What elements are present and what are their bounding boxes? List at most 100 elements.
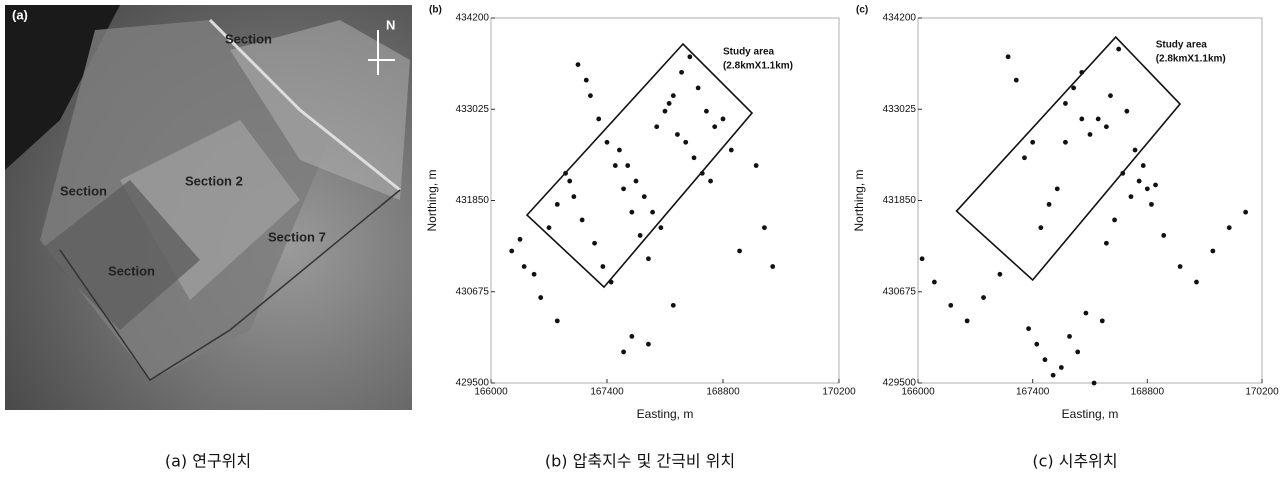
point [563, 171, 568, 176]
point [584, 78, 589, 83]
point [1129, 194, 1134, 199]
plot-frame [918, 18, 1262, 383]
panel-label: (b) [429, 5, 442, 16]
point [1038, 225, 1043, 230]
point [1079, 117, 1084, 122]
point [621, 350, 626, 355]
point [555, 202, 560, 207]
point [1079, 70, 1084, 75]
point [571, 194, 576, 199]
point [687, 54, 692, 59]
point [1088, 132, 1093, 137]
point [1145, 186, 1150, 191]
y-tick-label: 431850 [883, 195, 917, 206]
study-area-size: (2.8kmX1.1km) [1156, 54, 1226, 65]
point [700, 171, 705, 176]
point [580, 218, 585, 223]
point [679, 70, 684, 75]
point [634, 179, 639, 184]
point [1104, 124, 1109, 129]
point [1120, 171, 1125, 176]
point [1047, 202, 1052, 207]
point [1104, 241, 1109, 246]
caption: (b) 압축지수 및 간극비 위치 [545, 452, 735, 471]
point [721, 117, 726, 122]
point [675, 132, 680, 137]
point [1108, 93, 1113, 98]
north-arrow-label: N [386, 17, 395, 32]
point [617, 148, 622, 153]
x-tick-label: 168800 [1131, 387, 1165, 398]
point [770, 264, 775, 269]
point [646, 256, 651, 261]
point [1137, 179, 1142, 184]
point [629, 334, 634, 339]
y-axis-label: Northing, m [852, 169, 866, 231]
point [609, 280, 614, 285]
point [667, 101, 672, 106]
point [948, 303, 953, 308]
point [592, 241, 597, 246]
point [613, 163, 618, 168]
point [762, 225, 767, 230]
point [1243, 210, 1248, 215]
x-tick-label: 167400 [590, 387, 624, 398]
point [1161, 233, 1166, 238]
point [532, 272, 537, 277]
point [588, 93, 593, 98]
satellite-image: (a) Section 2 Section 7 Section Section … [5, 5, 412, 410]
point [1084, 311, 1089, 316]
point [696, 85, 701, 90]
point [1092, 381, 1097, 386]
x-axis-label: Easting, m [637, 407, 694, 421]
point [1141, 163, 1146, 168]
point [1075, 350, 1080, 355]
x-tick-label: 167400 [1016, 387, 1050, 398]
point [1178, 264, 1183, 269]
point [1100, 318, 1105, 323]
y-tick-label: 429500 [883, 378, 917, 389]
x-tick-label: 170200 [822, 387, 856, 398]
point [1026, 326, 1031, 331]
point [658, 225, 663, 230]
point [1063, 101, 1068, 106]
y-tick-label: 433025 [456, 104, 490, 115]
study-area-label: Study area [723, 47, 775, 58]
point [704, 109, 709, 114]
panel-label: (a) [12, 7, 28, 22]
annotation: Section [108, 263, 155, 278]
point [754, 163, 759, 168]
point [965, 318, 970, 323]
x-tick-label: 170200 [1245, 387, 1279, 398]
point [555, 318, 560, 323]
point [1210, 249, 1215, 254]
point [729, 148, 734, 153]
point [547, 225, 552, 230]
y-axis-label: Northing, m [425, 169, 439, 231]
point [629, 210, 634, 215]
caption: (c) 시추위치 [1032, 452, 1117, 471]
figure: (a) Section 2 Section 7 Section Section … [0, 0, 1285, 475]
point [567, 179, 572, 184]
point [683, 140, 688, 145]
point [1006, 54, 1011, 59]
point [663, 109, 668, 114]
point [1055, 186, 1060, 191]
point [1063, 140, 1068, 145]
point [920, 256, 925, 261]
point [621, 186, 626, 191]
y-tick-label: 434200 [883, 13, 917, 24]
point [1112, 218, 1117, 223]
x-tick-label: 168800 [706, 387, 740, 398]
plot-frame [491, 18, 839, 383]
x-axis-label: Easting, m [1062, 407, 1119, 421]
point [1149, 202, 1154, 207]
caption: (a) 연구위치 [165, 452, 251, 471]
study-area [527, 44, 752, 287]
point [1022, 155, 1027, 160]
point [1051, 373, 1056, 378]
point [712, 124, 717, 129]
annotation: Section [225, 31, 272, 46]
point [596, 117, 601, 122]
y-tick-label: 434200 [456, 13, 490, 24]
